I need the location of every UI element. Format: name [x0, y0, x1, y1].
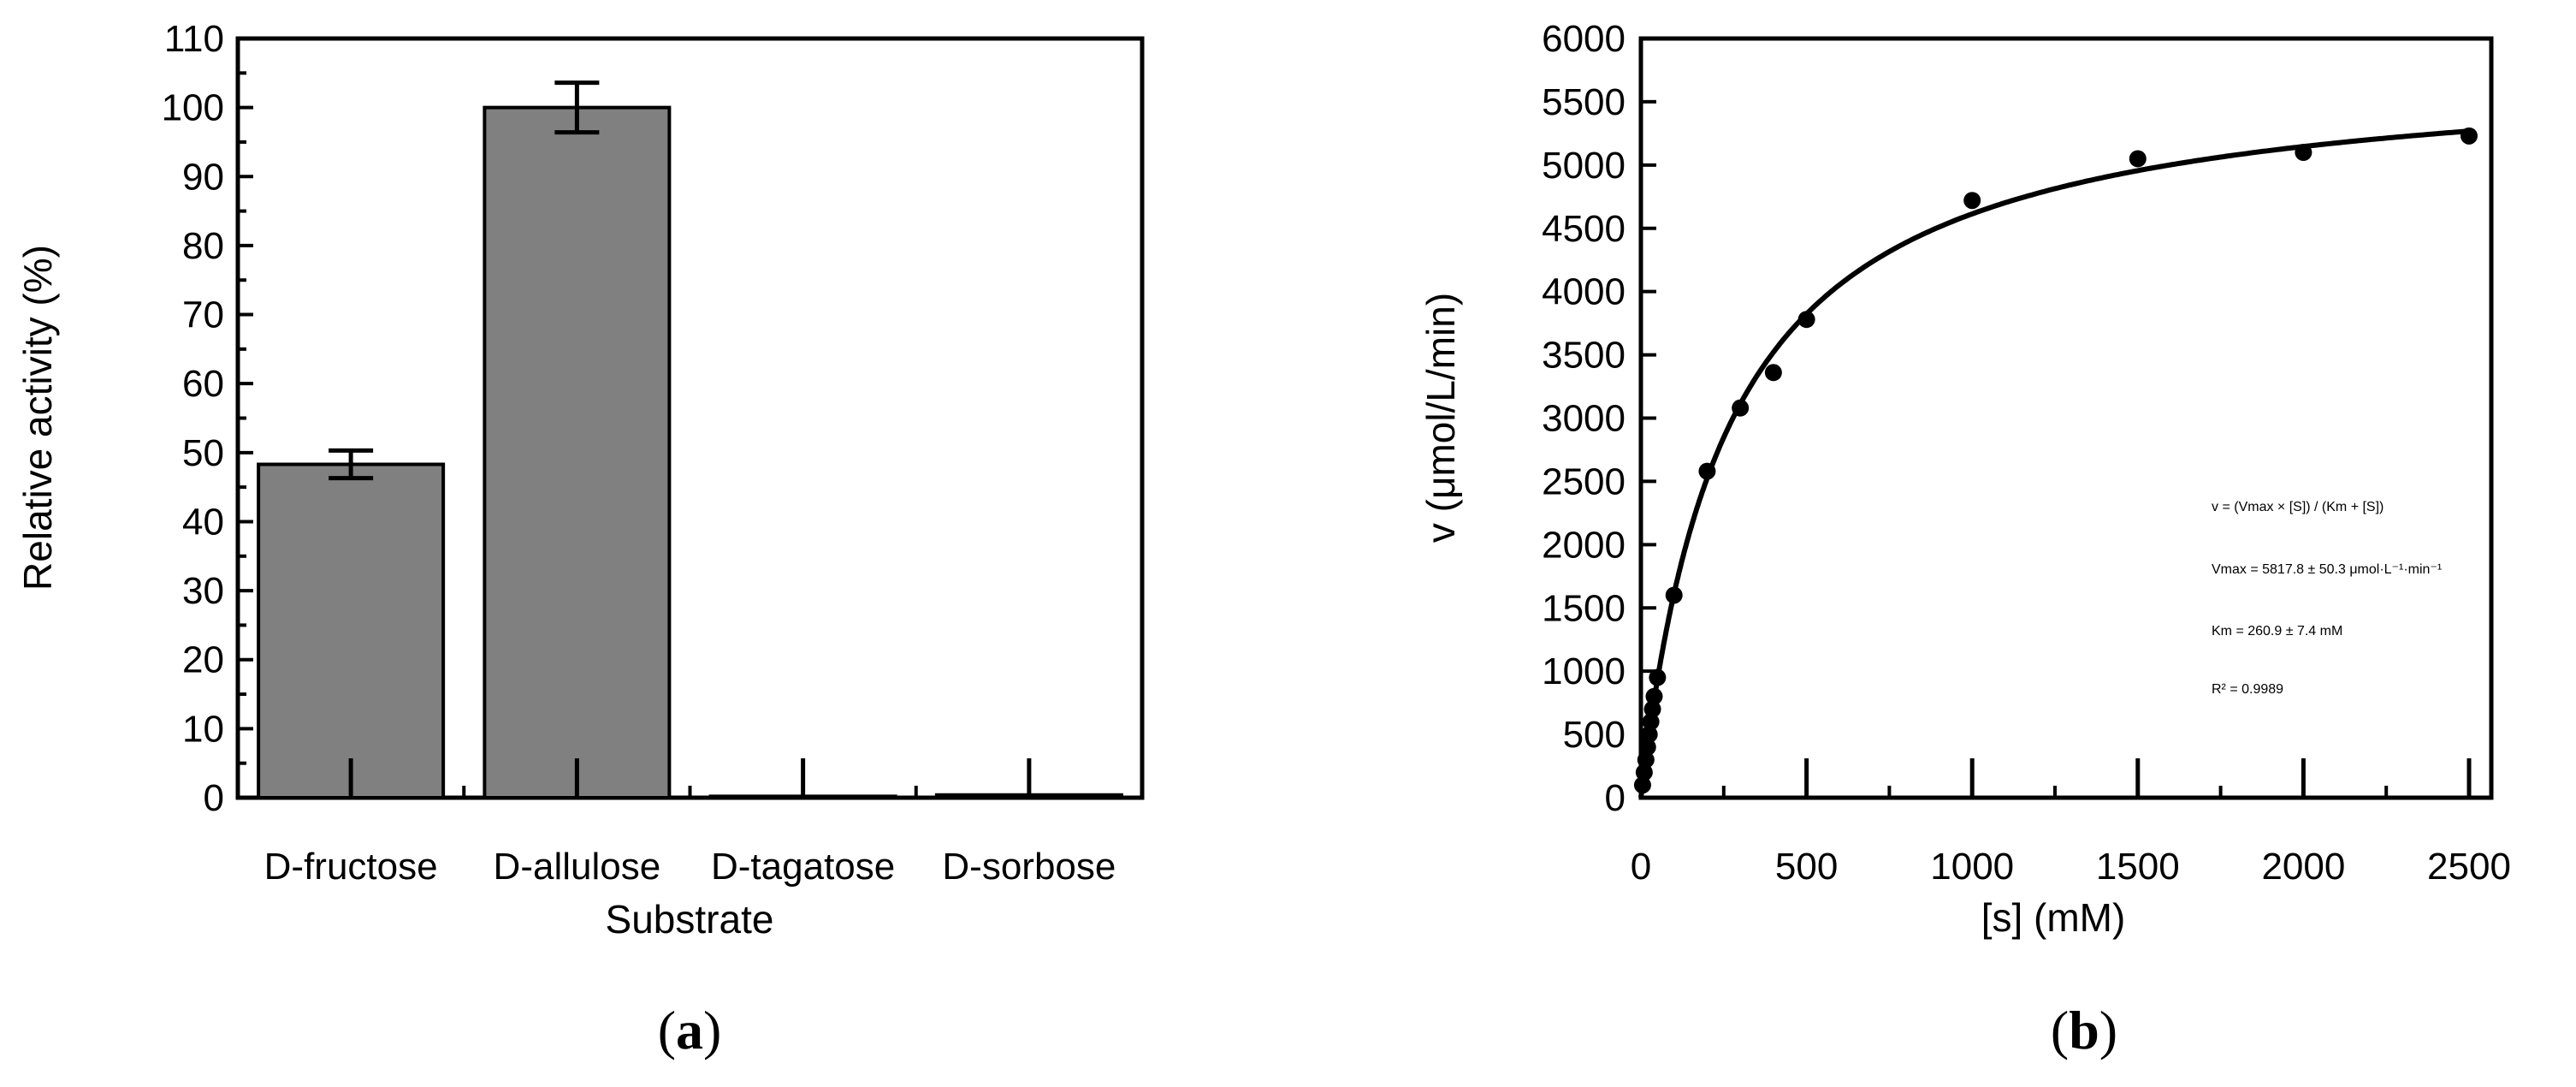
panel-a-x-axis-title: Substrate	[606, 897, 774, 941]
data-point	[1732, 399, 1750, 417]
y-tick-label: 4000	[1542, 271, 1626, 313]
panel-a-y-axis-title: Relative activity (%)	[15, 245, 60, 591]
x-tick-label: D-tagatose	[711, 846, 895, 888]
x-tick-label: 2500	[2427, 846, 2511, 888]
y-tick-label: 3000	[1542, 398, 1626, 440]
data-point	[1649, 668, 1667, 686]
y-tick-label: 1000	[1542, 650, 1626, 692]
panel-b-fit-curve	[1638, 128, 2470, 799]
y-tick-label: 3500	[1542, 335, 1626, 377]
panel-b-y-axis-title: v (μmol/L/min)	[1418, 293, 1463, 543]
x-tick-label: D-sorbose	[942, 846, 1116, 888]
y-tick-label: 2500	[1542, 460, 1626, 502]
y-tick-label: 2000	[1542, 524, 1626, 566]
data-point	[1963, 192, 1981, 210]
y-tick-label: 60	[182, 363, 224, 405]
panel-a-bars	[257, 80, 1123, 800]
y-tick-label: 80	[182, 225, 224, 267]
data-point	[1645, 687, 1663, 705]
y-tick-label: 100	[162, 87, 224, 129]
y-tick-label: 70	[182, 294, 224, 336]
data-point	[1633, 776, 1651, 794]
x-tick-label: 500	[1775, 846, 1838, 888]
panel-b-annotations: v = (Vmax × [S]) / (Km + [S]) Vmax = 5817…	[2212, 500, 2442, 697]
x-tick-label: D-fructose	[264, 846, 438, 888]
y-tick-label: 10	[182, 708, 224, 750]
data-point	[1640, 726, 1658, 744]
y-tick-label: 20	[182, 639, 224, 681]
y-tick-label: 500	[1563, 714, 1626, 756]
data-point	[1635, 763, 1653, 781]
y-tick-label: 110	[164, 18, 224, 60]
y-tick-label: 5000	[1542, 145, 1626, 187]
panel-b-label-letter: b	[2069, 1000, 2099, 1060]
bar	[483, 105, 672, 800]
y-tick-label: 90	[182, 156, 224, 198]
panel-a-y-ticks: 0 10 20 30 40 50 60 70 80 90 100 110	[162, 18, 253, 819]
panel-b-plot-frame	[1638, 36, 2494, 800]
data-point	[1638, 738, 1656, 756]
y-tick-label: 30	[182, 570, 224, 612]
data-point	[2461, 127, 2478, 145]
data-point	[1797, 311, 1815, 329]
y-tick-label: 50	[182, 432, 224, 474]
panel-a-bar-chart: 0 10 20 30 40 50 60 70 80 90 100 110 D-fructose D-al…	[15, 18, 1145, 1060]
x-tick-label: 2000	[2261, 846, 2345, 888]
x-tick-label: 0	[1631, 846, 1651, 888]
data-point	[2295, 144, 2312, 162]
panel-b-scatter-chart: 0500100015002000250030003500400045005000…	[1418, 18, 2511, 1060]
data-point	[2129, 150, 2147, 168]
data-point	[1637, 751, 1655, 769]
data-point	[1665, 586, 1683, 604]
annotation-text: Vmax = 5817.8 ± 50.3 μmol·L⁻¹·min⁻¹	[2212, 562, 2442, 577]
x-tick-label: D-allulose	[494, 846, 661, 888]
panel-a-label-letter: a	[676, 1000, 703, 1060]
annotation-text: v = (Vmax × [S]) / (Km + [S])	[2212, 500, 2384, 514]
y-tick-label: 1500	[1542, 587, 1626, 629]
y-tick-label: 0	[204, 777, 224, 819]
annotation-text: R² = 0.9989	[2212, 682, 2283, 697]
y-tick-label: 5500	[1542, 81, 1626, 123]
panel-a-x-tick-labels: D-fructose D-allulose D-tagatose D-sorbose	[264, 846, 1116, 888]
x-tick-label: 1500	[2096, 846, 2180, 888]
data-point	[1698, 462, 1716, 480]
bar	[257, 462, 446, 799]
y-tick-label: 0	[1605, 777, 1626, 819]
data-point	[1642, 713, 1660, 731]
panel-a-label: (a)	[658, 1000, 722, 1060]
x-tick-label: 1000	[1930, 846, 2014, 888]
panel-b-x-axis-title: [s] (mM)	[1981, 895, 2126, 940]
y-tick-label: 4500	[1542, 208, 1626, 250]
annotation-text: Km = 260.9 ± 7.4 mM	[2212, 624, 2342, 639]
panel-b-ticks: 0500100015002000250030003500400045005000…	[1542, 18, 2511, 888]
panel-b-data-points	[1633, 127, 2478, 794]
data-point	[1643, 700, 1661, 718]
panel-b-label: (b)	[2051, 1000, 2117, 1060]
y-tick-label: 6000	[1542, 18, 1626, 60]
data-point	[1764, 364, 1782, 382]
y-tick-label: 40	[182, 501, 224, 543]
